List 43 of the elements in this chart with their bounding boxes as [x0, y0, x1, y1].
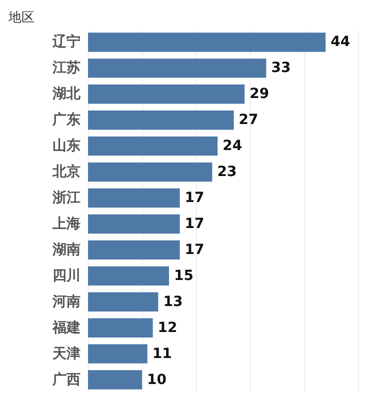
data-label: 10	[147, 372, 167, 388]
y-tick-label: 广西	[52, 370, 80, 388]
data-label: 24	[222, 138, 242, 154]
y-axis-title: 地区	[8, 10, 34, 26]
y-tick-label: 北京	[52, 163, 80, 180]
bar	[88, 318, 153, 338]
y-tick-label: 湖南	[52, 242, 80, 258]
data-label: 11	[152, 346, 172, 362]
bar	[88, 32, 326, 52]
bar	[88, 58, 266, 78]
bar	[88, 370, 142, 390]
bar	[88, 266, 169, 286]
y-tick-label: 广东	[52, 111, 80, 128]
y-tick-label: 上海	[52, 216, 80, 232]
y-tick-label: 山东	[52, 137, 80, 154]
data-label: 23	[217, 164, 237, 180]
y-tick-label: 湖北	[52, 86, 82, 102]
y-tick-label: 河南	[52, 294, 80, 310]
bar	[88, 240, 180, 260]
data-label: 17	[184, 216, 204, 232]
bar	[88, 162, 212, 182]
y-tick-label: 辽宁	[52, 33, 80, 50]
data-label: 17	[184, 190, 204, 206]
data-label: 17	[184, 242, 204, 258]
y-tick-label: 福建	[52, 318, 80, 336]
bar	[88, 110, 234, 130]
bar	[88, 292, 158, 312]
data-label: 12	[158, 320, 178, 336]
bar	[88, 344, 148, 364]
y-tick-label: 天津	[52, 346, 80, 362]
data-label: 13	[163, 294, 183, 310]
data-label: 33	[271, 60, 291, 76]
data-label: 44	[330, 34, 350, 50]
y-tick-label: 浙江	[52, 190, 80, 206]
bar	[88, 188, 180, 208]
y-tick-label: 四川	[52, 268, 80, 284]
bar	[88, 136, 218, 156]
data-label: 15	[174, 268, 194, 284]
y-tick-label: 江苏	[52, 60, 80, 76]
bar	[88, 84, 245, 104]
data-label: 29	[250, 86, 270, 102]
bar	[88, 214, 180, 234]
data-label: 27	[238, 112, 258, 128]
